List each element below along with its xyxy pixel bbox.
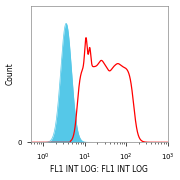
X-axis label: FL1 INT LOG: FL1 INT LOG: FL1 INT LOG: FL1 INT LOG xyxy=(50,165,148,174)
Y-axis label: Count: Count xyxy=(6,63,15,85)
